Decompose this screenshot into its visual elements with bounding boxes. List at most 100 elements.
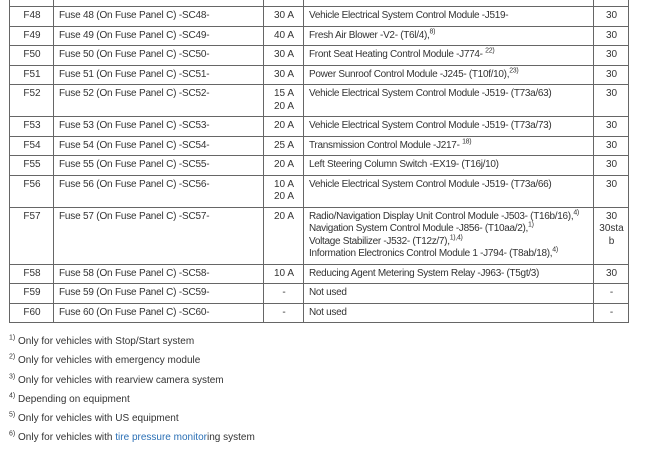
consumer-line: Transmission Control Module -J217- 18) xyxy=(309,138,589,153)
amperage-value: 30 A xyxy=(273,10,295,21)
amperage-value: 40 A xyxy=(273,29,295,41)
fuse-id: F58 xyxy=(9,263,54,284)
amperage-value: 10 A xyxy=(273,267,295,279)
consumer-line: Navigation System Control Module -J856- … xyxy=(309,222,589,236)
fuse-terminal: 30 xyxy=(593,135,629,156)
terminal-value: 30 xyxy=(605,10,618,21)
footnote-mark: 1) xyxy=(9,334,16,342)
consumer-text: Not used xyxy=(309,287,347,298)
fuse-id: F54 xyxy=(9,135,54,156)
consumer-line: Reducing Agent Metering System Relay -J9… xyxy=(309,268,589,281)
consumer-line: Front Seat Heating Control Module -J774-… xyxy=(309,47,589,62)
amperage-value: 25 A xyxy=(273,139,295,151)
consumer-line: Not used xyxy=(309,307,589,320)
footnote-mark: 3) xyxy=(9,373,16,381)
table-row: F48 Fuse 48 (On Fuse Panel C) -SC48- 30 A V… xyxy=(9,6,629,27)
consumer-line: Vehicle Electrical System Control Module… xyxy=(309,88,589,101)
fuse-id: F50 xyxy=(9,45,54,66)
consumer-text: Front Seat Heating Control Module -J774- xyxy=(309,49,486,60)
consumer-text: Left Steering Column Switch -EX19- (T16j… xyxy=(309,159,499,170)
terminal-value: 30 xyxy=(605,139,618,151)
fuse-terminal: 30 xyxy=(593,263,629,284)
fuse-name: Fuse 50 (On Fuse Panel C) -SC50- xyxy=(53,45,264,66)
footnote: 5) Only for vehicles with US equipment xyxy=(9,412,650,431)
footnote-ref: 18) xyxy=(462,138,472,146)
table-row: F60 Fuse 60 (On Fuse Panel C) -SC60- - Not … xyxy=(9,302,629,323)
table-row: F54 Fuse 54 (On Fuse Panel C) -SC54- 25 A T… xyxy=(9,135,629,156)
footnote-ref: 4) xyxy=(552,246,558,254)
fuse-consumers: Front Seat Heating Control Module -J774-… xyxy=(303,45,594,66)
tire-pressure-monitor-link[interactable]: tire pressure monitor xyxy=(115,432,207,444)
footnote: 4) Depending on equipment xyxy=(9,393,650,412)
fuse-name: Fuse 59 (On Fuse Panel C) -SC59- xyxy=(53,283,264,304)
consumer-text: Not used xyxy=(309,306,347,318)
footnote-mark: 2) xyxy=(9,353,16,361)
fuse-terminal xyxy=(593,0,629,7)
footnote-ref: 8) xyxy=(429,28,436,36)
fuse-name: Fuse 48 (On Fuse Panel C) -SC48- xyxy=(53,6,264,27)
table-row xyxy=(9,0,629,7)
fuse-name: Fuse 55 (On Fuse Panel C) -SC55- xyxy=(53,155,264,176)
fuse-id: F48 xyxy=(9,6,54,27)
footnote: 1) Only for vehicles with Stop/Start sys… xyxy=(9,335,650,354)
amperage-value: 10 A xyxy=(273,178,295,190)
terminal-value: 30 xyxy=(605,178,618,190)
fuse-name: Fuse 52 (On Fuse Panel C) -SC52- xyxy=(53,84,264,117)
fuse-consumers: Vehicle Electrical System Control Module… xyxy=(303,84,594,117)
fuse-name: Fuse 60 (On Fuse Panel C) -SC60- xyxy=(53,302,264,323)
terminal-value: 30 xyxy=(605,210,618,222)
fuse-consumers: Fresh Air Blower -V2- (T6l/4),8) xyxy=(303,25,594,46)
fuse-id: F55 xyxy=(9,155,54,176)
footnote-mark: 6) xyxy=(9,431,16,439)
fuse-id: F52 xyxy=(9,84,54,117)
fuse-name: Fuse 51 (On Fuse Panel C) -SC51- xyxy=(53,64,264,85)
terminal-value: - xyxy=(609,287,614,298)
footnotes: 1) Only for vehicles with Stop/Start sys… xyxy=(9,335,650,451)
terminal-value: 30 xyxy=(605,159,618,170)
consumer-text: Vehicle Electrical System Control Module… xyxy=(309,178,552,190)
fuse-terminal: 30 xyxy=(593,64,629,85)
amperage-value: 20 A xyxy=(273,210,295,222)
fuse-terminal: 30 xyxy=(593,155,629,176)
fuse-consumers: Not used xyxy=(303,302,594,323)
fuse-amperage: 10 A 20 A xyxy=(263,174,304,208)
consumer-text: Fresh Air Blower -V2- (T6l/4), xyxy=(309,29,430,41)
consumer-text: Vehicle Electrical System Control Module… xyxy=(309,88,552,99)
fuse-consumers: Radio/Navigation Display Unit Control Mo… xyxy=(303,206,594,265)
footnote-ref: 23) xyxy=(509,67,519,75)
table-row: F53 Fuse 53 (On Fuse Panel C) -SC53- 20 A V… xyxy=(9,116,629,137)
amperage-value: 15 A xyxy=(273,88,295,99)
table-row: F59 Fuse 59 (On Fuse Panel C) -SC59- - Not … xyxy=(9,283,629,304)
footnote-ref: 22) xyxy=(485,47,495,55)
fuse-name: Fuse 56 (On Fuse Panel C) -SC56- xyxy=(53,174,264,208)
fuse-id: F59 xyxy=(9,283,54,304)
fuse-table: F48 Fuse 48 (On Fuse Panel C) -SC48- 30 A V… xyxy=(9,0,629,323)
footnote: 6) Only for vehicles with tire pressure … xyxy=(9,431,650,450)
consumer-text: Transmission Control Module -J217- xyxy=(309,139,463,151)
amperage-value: - xyxy=(282,287,286,298)
footnote-text-end: ing system xyxy=(206,432,255,444)
amperage-value: 20 A xyxy=(273,120,295,131)
consumer-text: Reducing Agent Metering System Relay -J9… xyxy=(309,267,540,279)
fuse-consumers: Power Sunroof Control Module -J245- (T10… xyxy=(303,64,594,85)
fuse-id: F49 xyxy=(9,25,54,46)
fuse-amperage: 20 A xyxy=(263,206,304,265)
fuse-id: F51 xyxy=(9,64,54,85)
amperage-value: 30 A xyxy=(273,68,295,80)
fuse-amperage: 30 A xyxy=(263,45,304,66)
fuse-terminal: 30 xyxy=(593,174,629,208)
table-row: F49 Fuse 49 (On Fuse Panel C) -SC49- 40 A F… xyxy=(9,25,629,46)
fuse-terminal: 30 xyxy=(593,25,629,46)
fuse-id: F53 xyxy=(9,116,54,137)
fuse-amperage: 10 A xyxy=(263,263,304,284)
fuse-terminal: 30 xyxy=(593,6,629,27)
fuse-amperage: 20 A xyxy=(263,116,304,137)
consumer-text: Information Electronics Control Module 1… xyxy=(309,248,553,259)
table-row: F55 Fuse 55 (On Fuse Panel C) -SC55- 20 A L… xyxy=(9,155,629,176)
fuse-amperage: - xyxy=(263,283,304,304)
footnote-ref: 1),4) xyxy=(449,234,463,242)
footnote-text: Only for vehicles with rearview camera s… xyxy=(18,374,224,386)
